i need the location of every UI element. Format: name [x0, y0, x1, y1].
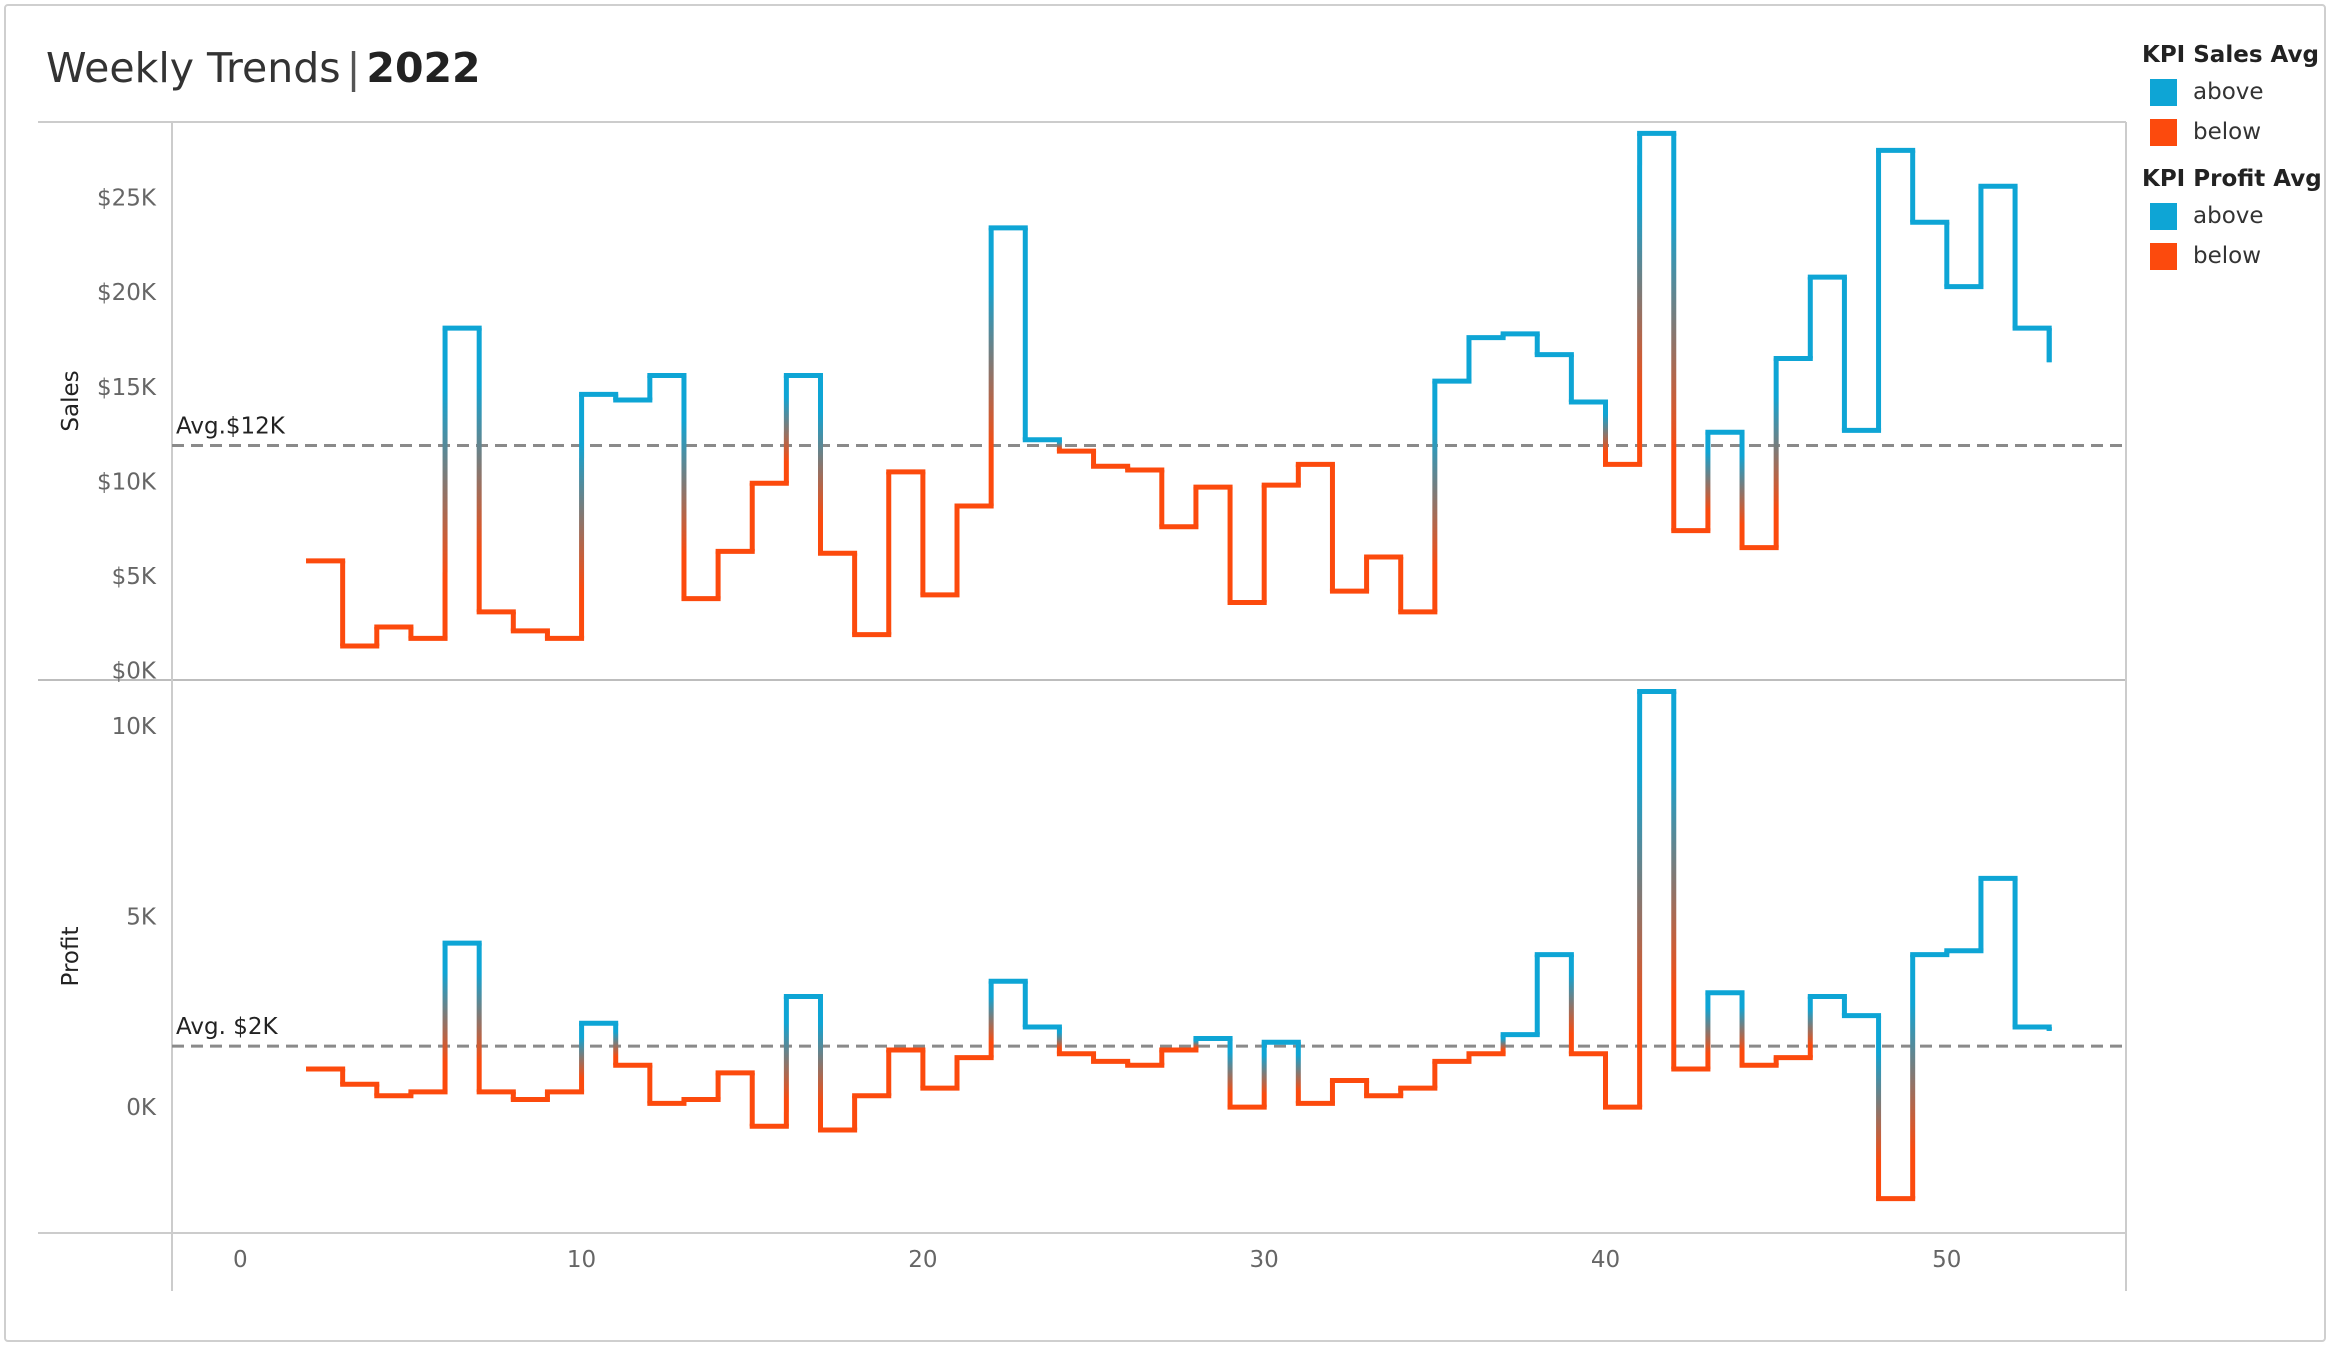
title-main: Weekly Trends [46, 44, 341, 92]
page-title: Weekly Trends | 2022 [46, 44, 481, 92]
y-tick-label: 10K [112, 714, 157, 740]
legend-item-profit-below[interactable]: below [2150, 236, 2332, 276]
title-year: 2022 [366, 44, 481, 92]
legend-swatch [2150, 78, 2177, 106]
legend-label: above [2193, 79, 2264, 105]
legend-item-sales-above[interactable]: above [2150, 72, 2332, 112]
legend-item-profit-above[interactable]: above [2150, 196, 2332, 236]
y-tick-label: $25K [97, 186, 157, 212]
legend-label: below [2193, 243, 2262, 269]
x-tick-label: 40 [1591, 1247, 1620, 1273]
y-tick-label: 0K [126, 1095, 157, 1121]
dashboard-frame [4, 4, 2326, 1342]
x-tick-label: 10 [567, 1247, 596, 1273]
legend-item-sales-below[interactable]: below [2150, 112, 2332, 152]
x-tick-label: 30 [1250, 1247, 1279, 1273]
y-tick-label: $10K [97, 469, 157, 495]
x-tick-label: 20 [908, 1247, 937, 1273]
legend: KPI Sales Avg above below KPI Profit Avg… [2142, 38, 2332, 286]
average-label: Avg.$12K [176, 413, 286, 439]
title-separator: | [346, 44, 361, 92]
legend-title-sales: KPI Sales Avg [2142, 42, 2319, 68]
y-tick-label: 5K [126, 904, 157, 930]
y-tick-label: $0K [112, 659, 157, 685]
y-tick-label: $15K [97, 375, 157, 401]
y-tick-label: $20K [97, 280, 157, 306]
x-tick-label: 50 [1932, 1247, 1961, 1273]
legend-group-sales: KPI Sales Avg above below [2142, 38, 2332, 152]
x-tick-label: 0 [233, 1247, 248, 1273]
legend-swatch [2150, 202, 2177, 230]
legend-title-profit: KPI Profit Avg [2142, 166, 2322, 192]
legend-group-profit: KPI Profit Avg above below [2142, 162, 2332, 276]
y-axis-label: Sales [58, 370, 84, 431]
y-tick-label: $5K [112, 564, 157, 590]
legend-label: above [2193, 203, 2264, 229]
average-label: Avg. $2K [176, 1014, 278, 1040]
legend-swatch [2150, 118, 2177, 146]
legend-label: below [2193, 119, 2262, 145]
legend-swatch [2150, 242, 2177, 270]
y-axis-label: Profit [58, 927, 84, 987]
